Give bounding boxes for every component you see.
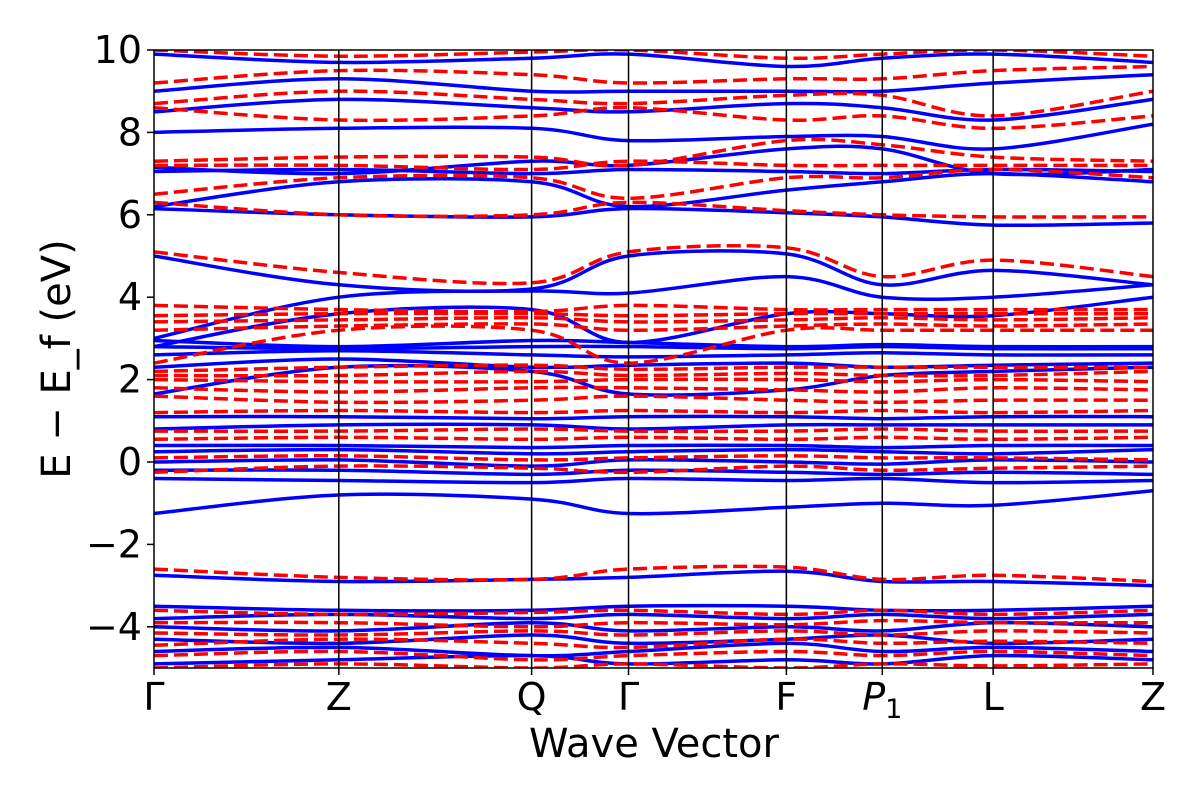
y-tick-label: −4 <box>86 605 142 649</box>
x-axis: Γ Z Q Γ F P1 L Z <box>143 668 1166 725</box>
y-axis-title: E − E_f (eV) <box>34 239 80 478</box>
band-line <box>154 249 1153 294</box>
y-tick-label: 6 <box>118 193 142 237</box>
series-solid <box>154 52 1153 666</box>
x-tick-label: Z <box>1140 675 1166 719</box>
y-tick-label: 2 <box>118 358 142 402</box>
band-line <box>154 489 1153 516</box>
x-tick-label: Γ <box>618 675 639 719</box>
band-line <box>154 443 1153 450</box>
band-line <box>154 476 1153 485</box>
band-line <box>154 385 1153 394</box>
y-tick-label: 8 <box>118 110 142 154</box>
band-line <box>154 435 1153 442</box>
band-line <box>154 414 1153 421</box>
x-tick-label: L <box>983 675 1004 719</box>
x-tick-label: Q <box>517 675 547 719</box>
y-tick-label: 0 <box>118 440 142 484</box>
band-line <box>154 408 1153 415</box>
x-tick-label: P1 <box>862 675 902 725</box>
band-line <box>154 447 1153 456</box>
kpoint-lines <box>338 50 994 668</box>
y-axis: −4 −2 0 2 4 6 8 10 <box>86 28 154 649</box>
y-tick-label: −2 <box>86 522 142 566</box>
band-line <box>154 569 1153 588</box>
y-tick-label: 10 <box>94 28 142 72</box>
band-line <box>154 603 1153 613</box>
band-line <box>154 394 1153 405</box>
band-line <box>154 243 1153 286</box>
band-line <box>154 422 1153 431</box>
band-line <box>154 618 1153 629</box>
band-line <box>154 303 1153 314</box>
x-tick-label: Γ <box>143 675 164 719</box>
bands-layer <box>154 50 1153 668</box>
band-line <box>154 349 1153 359</box>
band-line <box>154 311 1153 318</box>
band-line <box>154 377 1153 384</box>
plot-frame <box>153 49 1154 669</box>
x-tick-label: F <box>775 675 797 719</box>
x-axis-title: Wave Vector <box>529 721 780 767</box>
band-line <box>154 137 1153 168</box>
y-tick-label: 4 <box>118 275 142 319</box>
x-tick-label: Z <box>326 675 352 719</box>
